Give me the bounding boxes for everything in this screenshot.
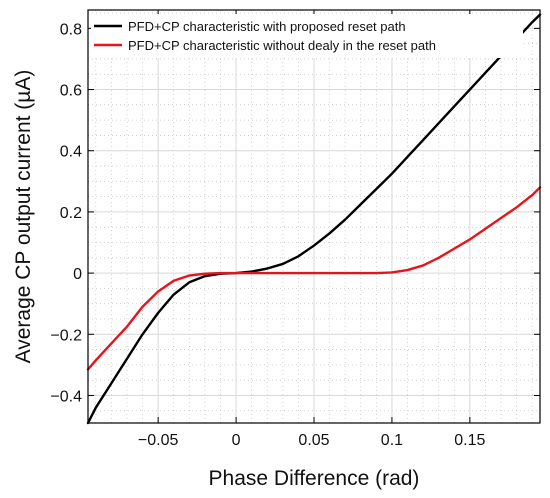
- y-tick-label: 0.8: [60, 21, 82, 38]
- x-tick-label: −0.05: [138, 432, 179, 449]
- y-tick-label: 0.4: [60, 144, 82, 161]
- major-grid: [88, 10, 540, 423]
- x-tick-labels: −0.05 0 0.05 0.1 0.15: [138, 432, 486, 449]
- y-tick-label: 0.6: [60, 83, 82, 100]
- x-axis-label: Phase Difference (rad): [209, 467, 420, 490]
- y-tick-labels: −0.4 −0.2 0 0.2 0.4 0.6 0.8: [50, 21, 82, 405]
- legend-box: [91, 14, 523, 58]
- y-tick-label: −0.4: [50, 388, 82, 405]
- x-tick-label: 0: [232, 432, 241, 449]
- series-layer: [86, 13, 542, 425]
- series-line-2: [86, 186, 542, 371]
- minor-grid: [88, 10, 540, 423]
- legend-label-1: PFD+CP characteristic with proposed rese…: [128, 19, 406, 34]
- y-tick-label: 0: [73, 266, 82, 283]
- legend: PFD+CP characteristic with proposed rese…: [91, 14, 523, 58]
- y-tick-label: 0.2: [60, 205, 82, 222]
- x-tick-label: 0.15: [454, 432, 485, 449]
- y-tick-label: −0.2: [50, 327, 82, 344]
- y-axis-label: Average CP output current (µA): [12, 70, 35, 364]
- x-tick-label: 0.05: [298, 432, 329, 449]
- legend-label-2: PFD+CP characteristic without dealy in t…: [128, 38, 436, 53]
- x-tick-label: 0.1: [381, 432, 403, 449]
- series-line-1: [86, 13, 542, 425]
